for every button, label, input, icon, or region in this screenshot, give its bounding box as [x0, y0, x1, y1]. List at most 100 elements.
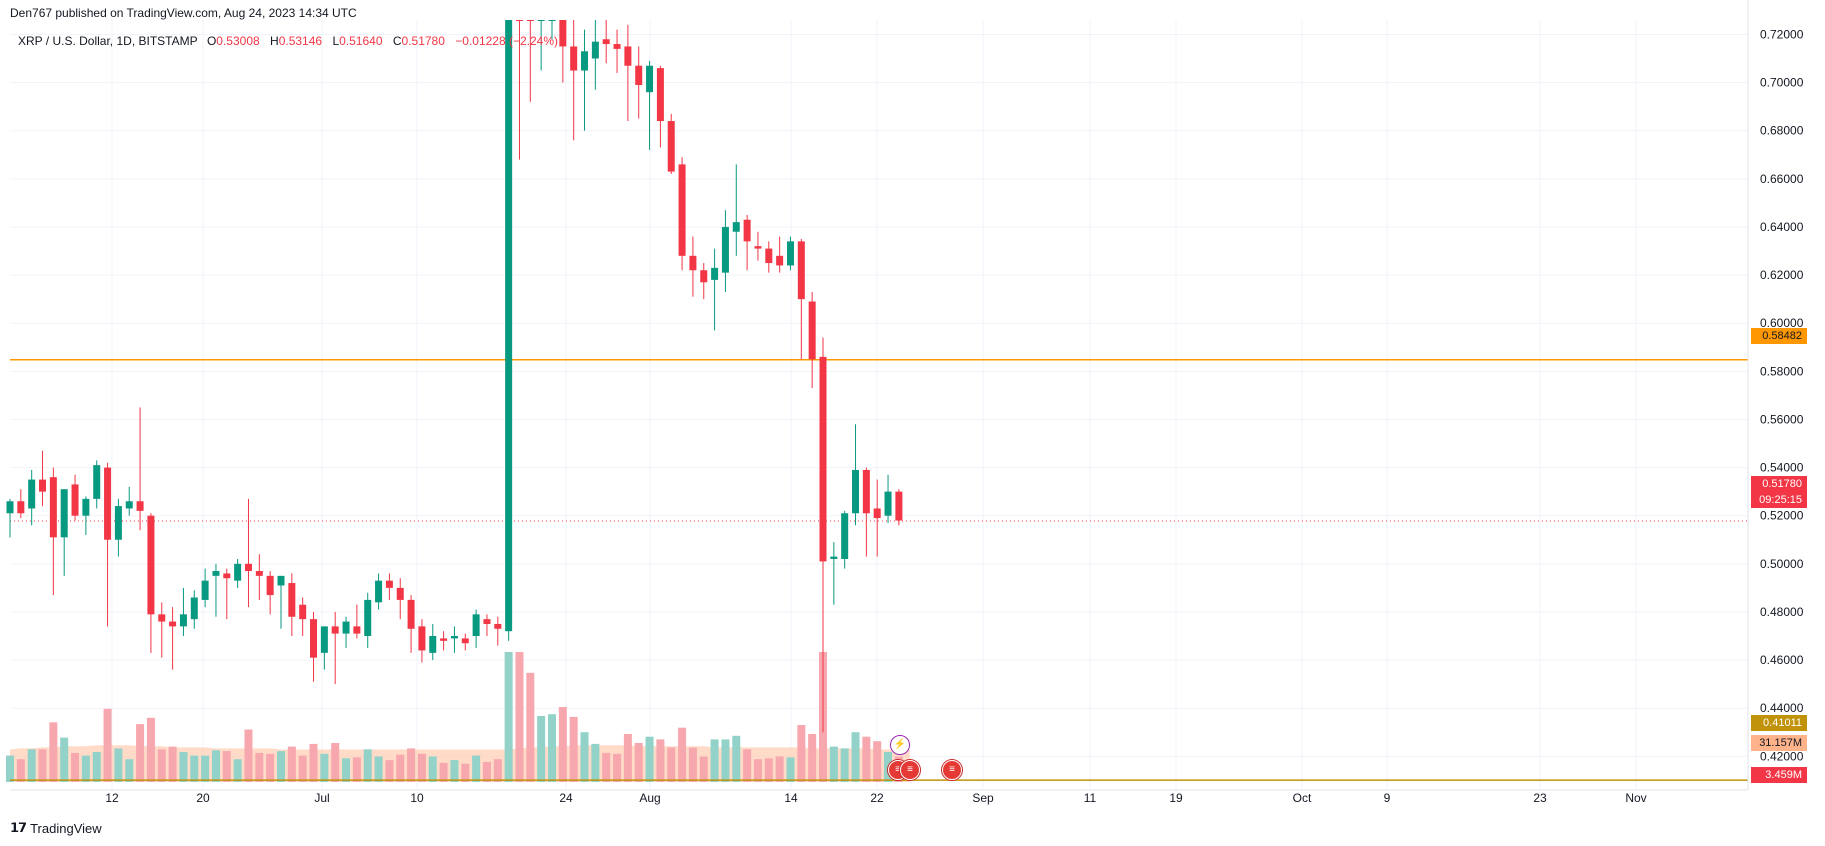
- candle-24: [266, 571, 274, 615]
- candle-21: [234, 559, 242, 588]
- candle-body-28: [310, 619, 318, 658]
- volume-bar-14: [157, 749, 166, 782]
- tradingview-brand[interactable]: 𝟭𝟳 TradingView: [10, 820, 102, 836]
- resistance-price-badge: 0.58482: [1751, 328, 1807, 344]
- volume-bar-60: [656, 739, 665, 782]
- candle-body-56: [613, 44, 621, 49]
- candle-body-81: [884, 491, 892, 516]
- candle-78: [852, 424, 860, 526]
- candle-body-25: [277, 575, 285, 586]
- volume-bar-16: [179, 752, 188, 782]
- candle-46: [505, 20, 513, 641]
- candle-9: [104, 462, 112, 627]
- candle-74: [808, 291, 816, 389]
- volume-bar-30: [331, 743, 340, 782]
- volume-bar-51: [558, 707, 567, 782]
- volume-bar-50: [548, 714, 556, 782]
- x-tick-label-5: Aug: [639, 791, 660, 805]
- lightning-event-icon[interactable]: ⚡: [890, 735, 910, 755]
- candle-27: [299, 597, 307, 636]
- candle-25: [277, 575, 285, 629]
- last-price-badge: 0.51780 09:25:15: [1751, 476, 1807, 508]
- candle-0: [6, 498, 14, 538]
- volume-bar-68: [743, 749, 752, 782]
- candle-body-67: [732, 222, 740, 232]
- publish-info: Den767 published on TradingView.com, Aug…: [10, 6, 357, 20]
- candle-5: [60, 489, 68, 576]
- candle-body-7: [82, 498, 90, 516]
- volume-bar-12: [136, 724, 145, 782]
- candle-77: [841, 510, 849, 569]
- candle-body-42: [461, 638, 469, 644]
- candle-30: [331, 611, 339, 685]
- candle-47: [515, 20, 523, 160]
- candle-68: [743, 214, 751, 271]
- volume-bar-27: [298, 755, 307, 782]
- candle-29: [320, 626, 328, 670]
- candle-3: [39, 450, 47, 507]
- candle-body-47: [515, 20, 523, 21]
- candle-14: [158, 602, 166, 658]
- candle-body-73: [797, 241, 805, 300]
- open-value: 0.53008: [216, 34, 260, 48]
- candle-body-43: [472, 614, 480, 636]
- candle-7: [82, 496, 90, 535]
- candle-body-62: [678, 164, 686, 256]
- ohlc-legend: XRP / U.S. Dollar, 1D, BITSTAMP O0.53008…: [18, 34, 565, 48]
- volume-bar-70: [764, 758, 773, 782]
- candle-body-0: [6, 501, 14, 514]
- candle-63: [689, 236, 697, 297]
- candle-10: [114, 498, 122, 557]
- volume-bar-45: [493, 759, 502, 782]
- candle-72: [786, 236, 794, 271]
- low-value: 0.51640: [339, 34, 383, 48]
- us-flag-event-icon-2[interactable]: ≡: [900, 760, 920, 780]
- us-flag-event-icon-3[interactable]: ≡: [942, 760, 962, 780]
- candle-body-57: [624, 46, 632, 66]
- volume-bar-25: [277, 751, 285, 782]
- volume-bar-76: [829, 746, 838, 782]
- volume-bar-34: [374, 756, 383, 782]
- candle-body-76: [830, 556, 838, 559]
- candle-34: [375, 573, 383, 610]
- candle-body-82: [895, 491, 903, 521]
- candle-42: [461, 633, 469, 651]
- candle-76: [830, 542, 838, 605]
- candle-body-3: [39, 479, 47, 492]
- candle-body-15: [169, 621, 177, 627]
- support-price-badge: 0.41011: [1751, 715, 1807, 731]
- candle-44: [483, 614, 491, 636]
- volume-bar-56: [613, 753, 622, 782]
- candle-body-77: [841, 513, 849, 559]
- volume-bar-61: [667, 747, 676, 782]
- symbol-title[interactable]: XRP / U.S. Dollar, 1D, BITSTAMP: [18, 34, 198, 48]
- volume-bar-31: [342, 758, 351, 782]
- volume-bar-53: [580, 732, 589, 782]
- candle-body-4: [49, 477, 57, 538]
- x-tick-label-3: 10: [410, 791, 424, 805]
- volume-bar-40: [439, 762, 448, 782]
- candle-body-35: [385, 580, 393, 588]
- volume-bar-65: [710, 739, 719, 782]
- candle-body-14: [158, 614, 166, 622]
- candle-body-34: [375, 580, 383, 603]
- volume-bar-48: [526, 672, 535, 782]
- candle-41: [450, 626, 458, 653]
- volume-bar-44: [482, 761, 491, 782]
- candle-body-29: [320, 626, 328, 653]
- candle-15: [169, 607, 177, 670]
- y-tick-label-13: 0.46000: [1760, 653, 1804, 667]
- y-tick-label-4: 0.64000: [1760, 220, 1804, 234]
- candle-49: [537, 20, 545, 71]
- volume-bar-49: [537, 716, 546, 782]
- candle-12: [136, 407, 144, 531]
- candle-body-32: [353, 626, 361, 634]
- y-tick-label-10: 0.52000: [1760, 509, 1804, 523]
- candle-28: [310, 611, 318, 682]
- y-tick-label-2: 0.68000: [1760, 124, 1804, 138]
- y-tick-label-9: 0.54000: [1760, 461, 1804, 475]
- candle-body-19: [212, 571, 220, 576]
- volume-bar-43: [472, 755, 481, 782]
- candle-body-52: [570, 46, 578, 71]
